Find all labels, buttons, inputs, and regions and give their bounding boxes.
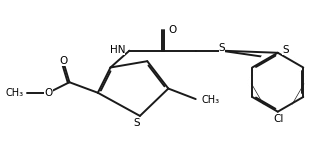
Text: S: S <box>282 45 288 55</box>
Text: Cl: Cl <box>274 114 284 124</box>
Text: O: O <box>44 88 52 98</box>
Text: S: S <box>133 118 140 128</box>
Text: HN: HN <box>110 45 125 55</box>
Text: O: O <box>168 25 177 35</box>
Text: CH₃: CH₃ <box>5 88 23 98</box>
Text: O: O <box>59 56 68 66</box>
Text: CH₃: CH₃ <box>202 95 220 105</box>
Text: S: S <box>219 43 225 53</box>
